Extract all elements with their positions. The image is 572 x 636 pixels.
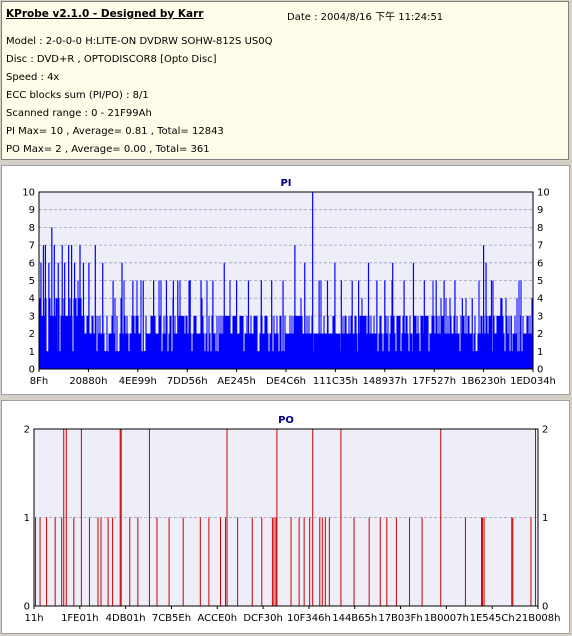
info-disc: Disc : DVD+R , OPTODISCOR8 [Opto Disc] [6,54,217,65]
x-tick-label: 17B03Fh [378,613,422,624]
y-tick-label-right: 2 [537,329,543,340]
x-tick-label: 1ED034h [510,376,556,387]
y-tick-label-right: 8 [537,223,543,234]
info-model: Model : 2-0-0-0 H:LITE-ON DVDRW SOHW-812… [6,36,273,47]
pi-chart-panel: PI 0 0 1 1 2 2 3 3 4 4 5 5 6 6 7 7 8 8 9 9 10 10 8Fh 20880h 4EE99… [1,165,570,395]
y-tick-label-right: 9 [537,205,543,216]
x-tick-label: 20880h [69,376,107,387]
y-tick-label-right: 10 [537,188,550,199]
po-chart: PO 0 0 1 1 2 2 11h 1FE01h 4DB01h 7CB5Eh ACCE0h DCF30… [24,415,561,624]
x-tick-label: 4DB01h [106,613,146,624]
y-tick-label-left: 1 [24,513,30,524]
info-pi-summary: PI Max= 10 , Average= 0.81 , Total= 1284… [6,126,224,137]
x-tick-label: ACCE0h [197,613,237,624]
y-tick-label-left: 0 [29,365,35,376]
info-speed: Speed : 4x [6,72,60,83]
chart-title: PI [280,178,291,189]
y-tick-label-right: 3 [537,311,543,322]
chart-title: PO [278,415,294,426]
x-tick-label: 17F527h [412,376,456,387]
pi-chart: PI 0 0 1 1 2 2 3 3 4 4 5 5 6 6 7 7 8 8 9 9 10 10 8Fh 20880h 4EE99… [22,178,556,387]
y-tick-label-right: 1 [542,513,548,524]
x-tick-label: 1E545Ch [470,613,515,624]
y-tick-label-right: 5 [537,276,543,287]
y-tick-label-left: 5 [29,276,35,287]
info-ecc-sum: ECC blocks sum (PI/PO) : 8/1 [6,90,149,101]
plot-border [33,428,539,607]
y-tick-label-left: 10 [22,188,35,199]
x-tick-label: AE245h [217,376,256,387]
y-tick-label-left: 6 [29,258,35,269]
x-tick-label: DCF30h [243,613,283,624]
y-tick-label-right: 2 [542,425,548,436]
info-panel: KProbe v2.1.0 - Designed by Karr Date : … [1,1,569,160]
x-tick-label: 148937h [363,376,408,387]
x-tick-label: 1B6230h [461,376,506,387]
x-tick-label: 11h [24,613,43,624]
y-tick-label-left: 8 [29,223,35,234]
y-tick-label-right: 0 [542,602,548,613]
x-tick-label: 1B0007h [424,613,469,624]
x-tick-label: 7CB5Eh [152,613,191,624]
y-tick-label-left: 3 [29,311,35,322]
y-tick-label-right: 0 [537,365,543,376]
y-tick-label-left: 2 [29,329,35,340]
po-chart-panel: PO 0 0 1 1 2 2 11h 1FE01h 4DB01h 7CB5Eh ACCE0h DCF30… [1,400,570,634]
y-tick-label-left: 4 [29,294,35,305]
app-title: KProbe v2.1.0 - Designed by Karr [6,8,204,20]
x-tick-label: 7DD56h [167,376,208,387]
y-tick-label-left: 2 [24,425,30,436]
y-tick-label-left: 7 [29,241,35,252]
y-tick-label-left: 1 [29,347,35,358]
x-tick-label: 4EE99h [119,376,157,387]
x-tick-label: DE4C6h [266,376,306,387]
y-tick-label-right: 6 [537,258,543,269]
x-tick-label: 144B65h [332,613,377,624]
info-scanned-range: Scanned range : 0 - 21F99Ah [6,108,152,119]
y-tick-label-left: 9 [29,205,35,216]
scan-date: Date : 2004/8/16 下午 11:24:51 [287,12,444,23]
x-tick-label: 8Fh [30,376,48,387]
x-tick-label: 111C35h [313,376,358,387]
x-tick-label: 1FE01h [61,613,99,624]
info-po-summary: PO Max= 2 , Average= 0.00 , Total= 361 [6,144,210,155]
y-tick-label-right: 1 [537,347,543,358]
x-tick-label: 21B008h [515,613,560,624]
x-tick-label: 10F346h [287,613,331,624]
y-tick-label-right: 7 [537,241,543,252]
y-tick-label-left: 0 [24,602,30,613]
y-tick-label-right: 4 [537,294,543,305]
